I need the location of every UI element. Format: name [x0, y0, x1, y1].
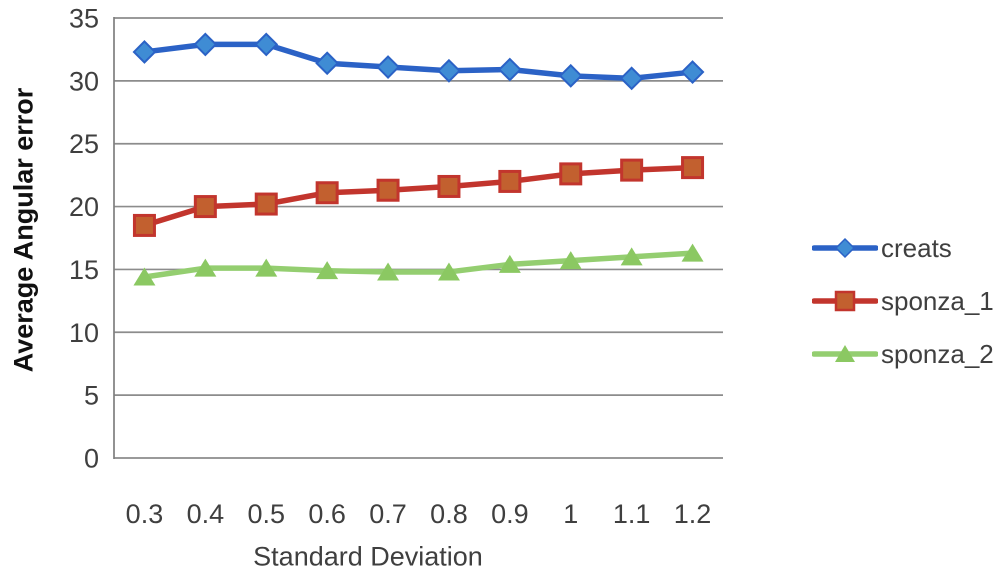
- marker-square: [315, 181, 339, 205]
- x-tick-label: 0.8: [430, 499, 468, 529]
- x-tick-label: 0.7: [369, 499, 407, 529]
- marker-square: [559, 162, 583, 186]
- series-line-sponza_2: [141, 250, 696, 280]
- marker-diamond: [315, 51, 340, 76]
- y-tick-label: 10: [69, 318, 99, 348]
- marker-square: [498, 169, 522, 193]
- x-tick-label: 0.9: [491, 499, 529, 529]
- marker-diamond: [376, 55, 400, 79]
- x-tick-label: 1.1: [613, 499, 651, 529]
- marker-triangle: [255, 258, 278, 277]
- marker-diamond: [132, 40, 157, 64]
- x-tick-label: 0.3: [126, 499, 164, 529]
- series-line-creats: [141, 41, 696, 82]
- marker-square: [681, 156, 705, 180]
- legend-marker-square-icon: [812, 290, 878, 312]
- marker-diamond: [193, 32, 218, 57]
- marker-diamond: [497, 57, 522, 82]
- legend-item-sponza_1: sponza_1: [812, 286, 994, 316]
- marker-triangle: [681, 243, 704, 262]
- marker-triangle: [194, 258, 217, 277]
- y-tick-label: 0: [84, 444, 99, 474]
- marker-triangle: [316, 261, 339, 280]
- x-tick-label: 1: [563, 499, 578, 529]
- legend-label: sponza_1: [881, 285, 994, 316]
- marker-diamond: [254, 32, 279, 57]
- marker-triangle: [437, 262, 460, 281]
- y-tick-label: 25: [69, 129, 99, 159]
- y-tick-label: 15: [69, 255, 99, 285]
- legend: creats sponza_1 sponza_2: [812, 233, 994, 392]
- marker-square: [193, 195, 217, 219]
- marker-diamond: [619, 66, 644, 91]
- legend-marker-triangle-up-icon: [812, 345, 878, 362]
- x-tick-label: 0.5: [247, 499, 285, 529]
- y-tick-label: 20: [69, 192, 99, 222]
- legend-item-sponza_2: sponza_2: [812, 339, 994, 369]
- legend-marker-diamond-icon: [812, 237, 878, 259]
- legend-label: sponza_2: [881, 338, 994, 369]
- y-axis-title: Average Angular error: [8, 87, 39, 373]
- y-tick-label: 35: [69, 4, 99, 34]
- x-tick-label: 1.2: [674, 499, 712, 529]
- y-tick-label: 30: [69, 66, 99, 96]
- marker-square: [376, 178, 400, 202]
- marker-triangle: [620, 247, 643, 266]
- marker-diamond: [437, 58, 461, 83]
- marker-square: [437, 174, 461, 198]
- marker-triangle: [377, 262, 400, 281]
- x-tick-label: 0.6: [308, 499, 346, 529]
- series-line-sponza_1: [141, 164, 696, 229]
- marker-triangle: [133, 267, 156, 286]
- marker-triangle: [559, 251, 582, 270]
- legend-item-creats: creats: [812, 233, 994, 263]
- y-tick-label: 5: [84, 381, 99, 411]
- marker-diamond: [680, 60, 705, 84]
- marker-square: [620, 158, 644, 182]
- marker-square: [254, 192, 278, 216]
- marker-square: [132, 213, 156, 237]
- x-axis-title: Standard Deviation: [253, 541, 483, 572]
- marker-triangle: [498, 254, 521, 273]
- marker-diamond: [558, 63, 583, 88]
- x-tick-label: 0.4: [187, 499, 225, 529]
- legend-label: creats: [881, 232, 952, 263]
